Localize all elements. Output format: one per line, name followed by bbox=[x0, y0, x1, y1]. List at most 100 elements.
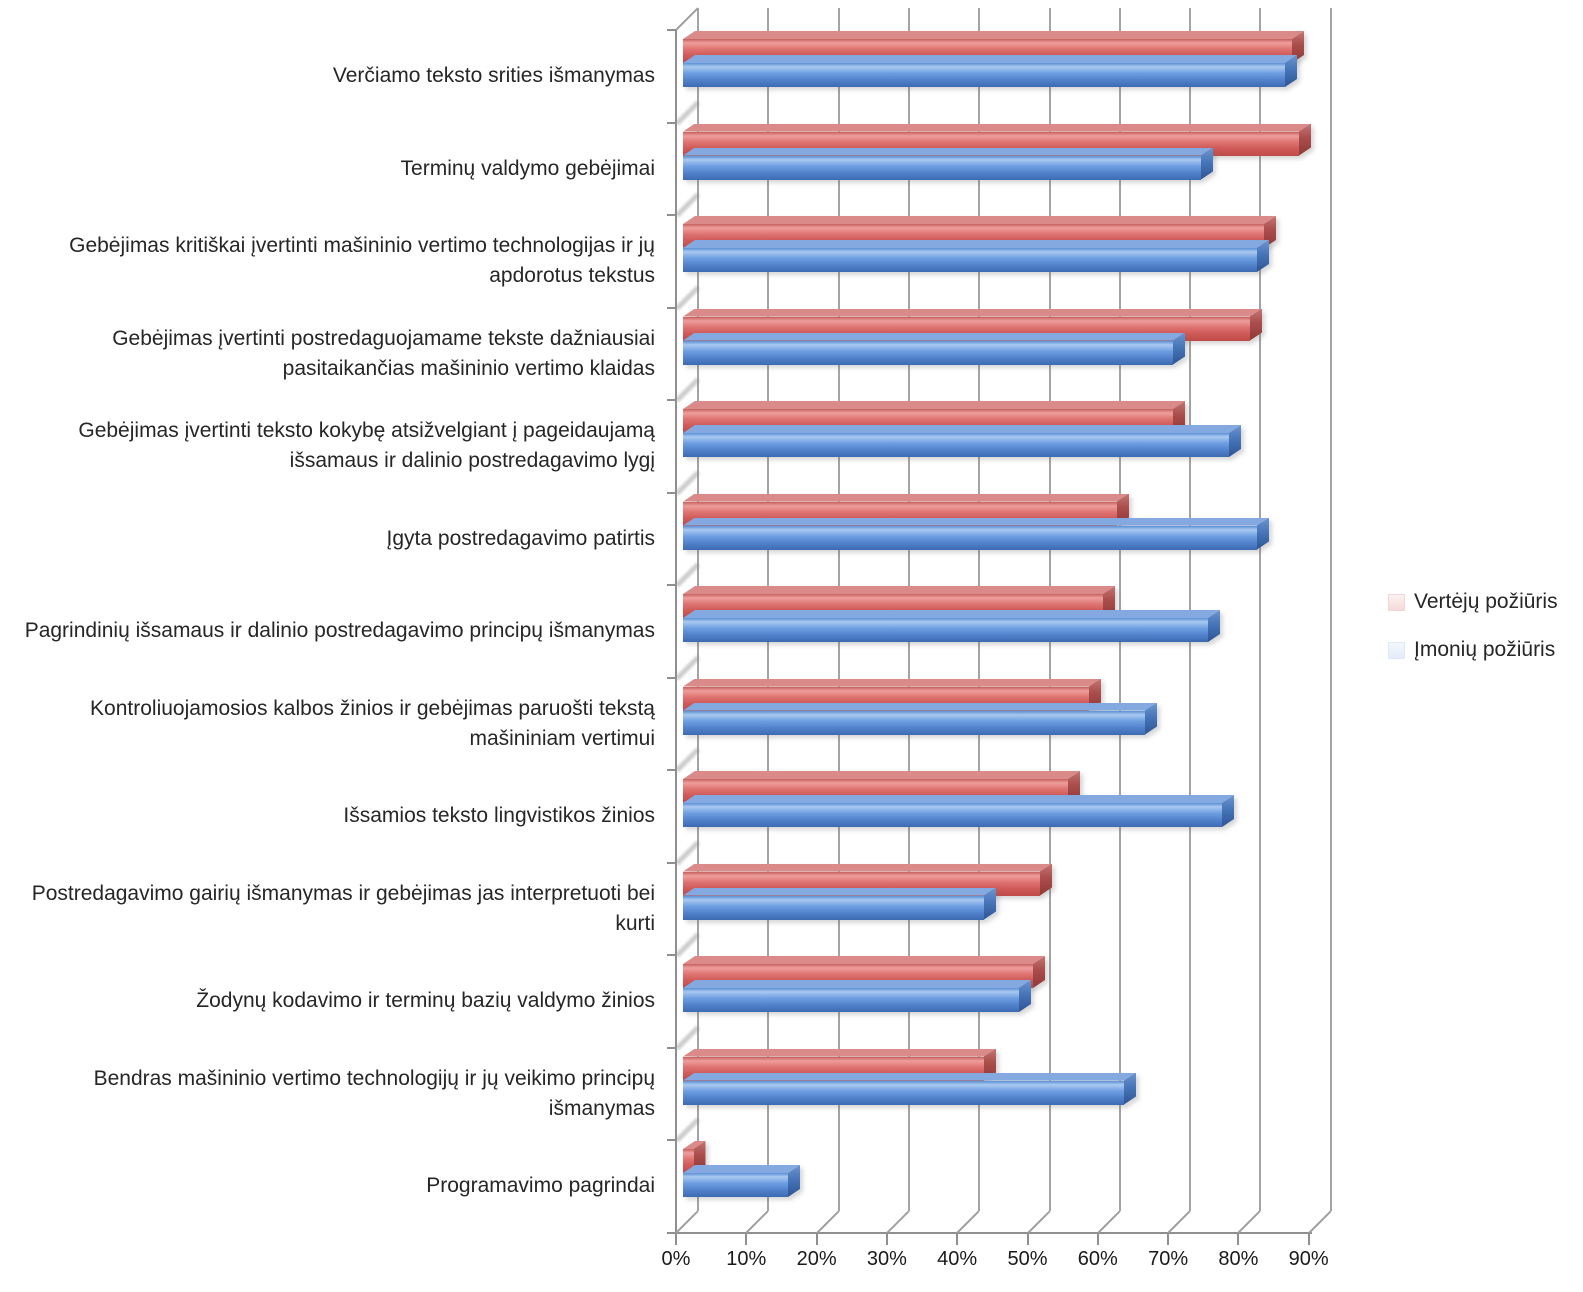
bar-top-face bbox=[683, 216, 1276, 224]
bar-cap-face bbox=[788, 1165, 800, 1197]
bar-cap-face bbox=[1201, 147, 1213, 180]
bar-series2-row5 bbox=[683, 425, 1241, 457]
bar-face-face bbox=[683, 525, 1257, 550]
bar-series2-row13 bbox=[683, 1165, 800, 1197]
legend-label: Vertėjų požiūris bbox=[1414, 590, 1558, 613]
bar-top-face bbox=[683, 124, 1311, 132]
x-axis-tick bbox=[815, 1233, 818, 1245]
gridline bbox=[1118, 8, 1121, 1211]
gridline bbox=[1189, 8, 1192, 1211]
bar-cap-face bbox=[1145, 702, 1157, 735]
x-tick-label: 0% bbox=[661, 1248, 691, 1270]
x-axis-tick bbox=[1237, 1233, 1240, 1245]
category-label: Programavimo pagrindai bbox=[426, 1174, 655, 1198]
wall-top-edge bbox=[675, 7, 699, 31]
floor-diagonal bbox=[886, 1210, 910, 1234]
bar-face-face bbox=[683, 1080, 1124, 1105]
y-axis-tick bbox=[667, 491, 676, 494]
floor-diagonal bbox=[1167, 1210, 1191, 1234]
category-label: Žodynų kodavimo ir terminų bazių valdymo… bbox=[196, 989, 655, 1013]
bar-cap-face bbox=[1033, 956, 1045, 988]
bar-series2-row2 bbox=[683, 147, 1213, 180]
gridline bbox=[1259, 8, 1262, 1211]
x-tick-label: 80% bbox=[1218, 1248, 1259, 1270]
bar-series2-row4 bbox=[683, 332, 1185, 365]
bar-cap-face bbox=[1299, 123, 1311, 156]
bar-series2-row10 bbox=[683, 887, 996, 920]
bar-top-face bbox=[683, 679, 1101, 687]
bar-cap-face bbox=[1222, 795, 1234, 827]
category-label: Įgyta postredagavimo patirtis bbox=[386, 526, 655, 550]
y-axis-tick bbox=[667, 954, 676, 956]
bar-face-face bbox=[683, 1173, 788, 1197]
x-axis-tick bbox=[956, 1233, 959, 1245]
category-label: Postredagavimo gairių išmanymas ir gebėj… bbox=[31, 881, 655, 935]
bar-cap-face bbox=[1285, 55, 1297, 87]
bar-top-face bbox=[683, 494, 1129, 502]
category-label: Išsamios teksto lingvistikos žinios bbox=[343, 804, 655, 828]
bar-cap-face bbox=[1257, 240, 1269, 272]
bar-face-face bbox=[683, 1149, 694, 1173]
x-axis-tick bbox=[1096, 1233, 1099, 1245]
bar-cap-face bbox=[1208, 610, 1220, 642]
floor-diagonal bbox=[1026, 1210, 1051, 1234]
y-axis-line bbox=[675, 30, 677, 1233]
bar-top-face bbox=[683, 31, 1304, 39]
bar-top-face bbox=[683, 771, 1080, 779]
y-axis-tick bbox=[667, 769, 676, 771]
category-label: Kontroliuojamosios kalbos žinios ir gebė… bbox=[90, 696, 655, 750]
bar-top-face bbox=[683, 425, 1241, 433]
bar-top-face bbox=[683, 1073, 1136, 1081]
bar-face-face bbox=[683, 710, 1145, 735]
bar-face-face bbox=[683, 248, 1257, 272]
floor-diagonal bbox=[1097, 1210, 1121, 1234]
bar-face-face bbox=[683, 618, 1208, 642]
floor-diagonal bbox=[815, 1210, 840, 1234]
gridline bbox=[1329, 8, 1332, 1211]
floor-diagonal bbox=[1237, 1210, 1262, 1234]
bar-top-face bbox=[683, 586, 1115, 594]
x-axis-tick bbox=[675, 1233, 677, 1245]
legend-swatch-blue-icon bbox=[1388, 641, 1405, 659]
x-tick-label: 70% bbox=[1148, 1248, 1189, 1270]
x-tick-label: 50% bbox=[1007, 1248, 1048, 1270]
bar-face-face bbox=[683, 340, 1173, 365]
bar-top-face bbox=[683, 980, 1031, 988]
floor-diagonal bbox=[745, 1210, 769, 1234]
bar-cap-face bbox=[1124, 1072, 1136, 1105]
floor-diagonal bbox=[675, 1210, 699, 1234]
bar-cap-face bbox=[1229, 425, 1241, 457]
bar-top-face bbox=[683, 148, 1213, 156]
x-axis-line bbox=[675, 1232, 1312, 1234]
bar-cap-face bbox=[984, 887, 996, 920]
bar-series2-row7 bbox=[683, 610, 1220, 642]
x-axis-tick bbox=[1167, 1233, 1170, 1245]
bar-cap-face bbox=[1040, 863, 1052, 896]
bar-series2-row9 bbox=[683, 795, 1234, 827]
legend-swatch-red-icon bbox=[1388, 593, 1405, 611]
x-tick-label: 60% bbox=[1077, 1248, 1118, 1270]
y-axis-tick bbox=[667, 861, 676, 864]
category-label: Gebėjimas kritiškai įvertinti mašininio … bbox=[69, 234, 655, 288]
x-axis-tick bbox=[745, 1233, 748, 1245]
bar-series2-row11 bbox=[683, 980, 1031, 1012]
category-label: Verčiamo teksto srities išmanymas bbox=[332, 64, 655, 88]
y-axis-tick bbox=[667, 676, 676, 679]
bar-top-face bbox=[683, 610, 1220, 618]
bar-face-face bbox=[683, 988, 1019, 1012]
x-axis-tick bbox=[885, 1233, 888, 1245]
bar-top-face bbox=[683, 956, 1045, 964]
legend-item-imoniu-poziuris: Įmonių požiūris bbox=[1388, 638, 1558, 662]
bar-top-face bbox=[683, 1141, 706, 1149]
y-axis-tick bbox=[667, 399, 676, 401]
y-axis-tick bbox=[667, 121, 676, 124]
bar-face-face bbox=[683, 63, 1285, 87]
bar-series2-row6 bbox=[683, 517, 1269, 550]
bar-top-face bbox=[683, 55, 1297, 63]
legend: Vertėjų požiūris Įmonių požiūris bbox=[1388, 590, 1558, 686]
bar-series2-row8 bbox=[683, 702, 1157, 735]
bar-top-face bbox=[683, 401, 1185, 409]
bar-cap-face bbox=[1257, 517, 1269, 550]
bar-face-face bbox=[683, 803, 1222, 827]
bar-series2-row1 bbox=[683, 55, 1297, 87]
